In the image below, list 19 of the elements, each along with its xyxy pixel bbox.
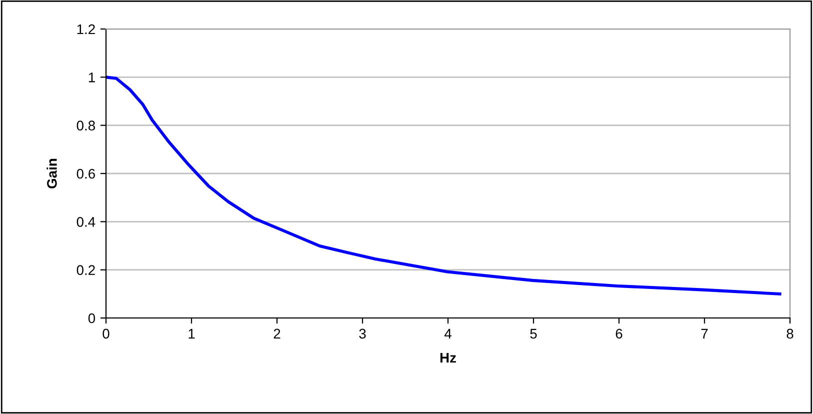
y-tick-label: 0.6 (76, 168, 95, 179)
x-tick-label: 3 (359, 328, 366, 339)
y-axis-title: Gain (46, 158, 57, 188)
y-tick-label: 0.2 (76, 265, 95, 276)
x-tick-label: 2 (274, 328, 280, 338)
line-series (106, 76, 782, 296)
x-tick-label: 5 (530, 328, 537, 339)
x-tick-label: 6 (616, 328, 622, 339)
y-tick-label: 1 (88, 72, 95, 82)
x-tick-label: 7 (701, 328, 708, 338)
x-tick-label: 4 (444, 328, 452, 338)
y-tick-label: 0.4 (76, 217, 96, 227)
y-tick-label: 1.2 (77, 24, 95, 34)
x-tick-label: 8 (786, 328, 794, 339)
x-tick-label: 1 (188, 328, 195, 338)
y-tick-label: 0.8 (76, 120, 95, 131)
x-tick-label: 0 (102, 328, 110, 339)
y-tick-label: 0 (88, 313, 96, 324)
x-axis-title: Hz (440, 352, 456, 363)
